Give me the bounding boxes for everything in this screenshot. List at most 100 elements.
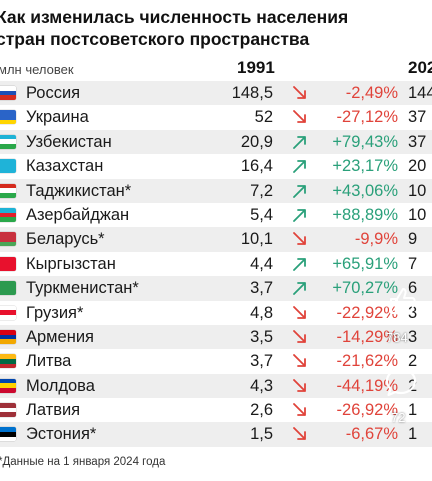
trend-down-arrow-icon [292,427,308,441]
country-flag-icon [0,305,16,320]
change-percent: -27,12% [336,108,398,127]
table-row: Казахстан 16,4 +23,17% 20 [0,154,432,178]
country-flag-icon [0,403,16,418]
value-2024: 9 [408,230,418,249]
comment-count: 72 [391,410,406,425]
table-row: Россия 148,5 -2,49% 144 [0,81,432,106]
share-button[interactable] [386,448,416,476]
country-flag-icon [0,159,16,174]
country-name: Таджикистан* [26,181,132,200]
speech-bubble-icon [385,367,417,397]
country-name: Молдова [26,376,95,395]
value-1991: 4,4 [250,254,273,273]
country-name: Узбекистан [26,132,112,151]
trend-down-arrow-icon [292,403,308,417]
table-row: Латвия 2,6 -26,92% 1 [0,398,432,422]
change-percent: +23,17% [332,157,398,176]
table-row: Туркменистан* 3,7 +70,27% 6 [0,276,432,301]
value-2024: 6 [408,279,418,298]
country-flag-icon [0,256,16,271]
column-header-1991: 1991 [237,58,275,77]
value-2024: 37 [408,108,427,127]
country-name: Армения [26,327,94,346]
change-percent: -26,92% [336,401,398,420]
country-flag-icon [0,329,16,344]
value-1991: 3,5 [250,327,273,346]
country-name: Беларусь* [26,230,105,249]
country-flag-icon [0,110,16,125]
trend-down-arrow-icon [292,354,308,368]
unit-label: млн человек [0,62,74,77]
country-flag-icon [0,354,16,369]
change-percent: -9,9% [354,230,398,249]
value-2024: 1 [408,401,418,420]
comment-button[interactable] [384,366,418,398]
change-percent: +43,06% [332,181,398,200]
table-row: Таджикистан* 7,2 +43,06% 10 [0,178,432,203]
column-header-2024: 2024 [408,58,432,77]
change-percent: -21,62% [336,352,398,371]
change-percent: +65,91% [332,254,398,273]
country-name: Туркменистан* [26,279,139,298]
country-name: Россия [26,84,81,102]
country-name: Кыргызстан [26,254,116,273]
country-flag-icon [0,281,16,296]
value-2024: 2 [408,352,418,371]
change-percent: -14,29% [336,327,398,346]
value-1991: 2,6 [250,401,273,420]
trend-up-arrow-icon [292,184,308,198]
table-row: Беларусь* 10,1 -9,9% 9 [0,227,432,252]
trend-down-arrow-icon [292,378,308,393]
change-percent: +88,89% [332,205,398,224]
country-flag-icon [0,134,16,149]
trend-down-arrow-icon [292,305,308,320]
value-1991: 20,9 [240,132,273,151]
like-count: 784 [386,330,408,345]
country-flag-icon [0,232,16,247]
change-percent: -2,49% [345,84,398,102]
trend-up-arrow-icon [292,135,308,149]
value-1991: 4,8 [250,303,273,322]
country-name: Азербайджан [26,205,130,224]
country-flag-icon [0,86,16,100]
value-2024: 144 [408,84,432,102]
change-percent: -22,92% [336,303,398,322]
value-2024: 3 [408,327,418,346]
change-percent: +70,27% [332,279,398,298]
change-percent: -6,67% [345,425,398,444]
value-2024: 7 [408,254,418,273]
value-2024: 2 [408,376,418,395]
trend-up-arrow-icon [292,257,308,271]
country-flag-icon [0,427,16,442]
value-2024: 20 [408,157,427,176]
country-name: Литва [26,352,72,371]
share-arrow-icon [387,450,415,474]
trend-down-arrow-icon [292,330,308,344]
thumbs-up-icon [390,288,416,315]
table-row: Армения 3,5 -14,29% 3 [0,324,432,350]
value-1991: 5,4 [250,205,273,224]
table-row: Эстония* 1,5 -6,67% 1 [0,422,432,447]
value-1991: 3,7 [250,352,273,371]
chart-title: Как изменилась численность населения стр… [0,6,432,50]
trend-up-arrow-icon [292,281,308,296]
value-1991: 148,5 [231,84,273,102]
table-row: Узбекистан 20,9 +79,43% 37 [0,129,432,155]
country-flag-icon [0,183,16,198]
value-1991: 7,2 [250,181,273,200]
value-2024: 37 [408,132,427,151]
like-button[interactable] [386,286,418,316]
country-flag-icon [0,378,16,393]
country-name: Латвия [26,401,81,420]
country-name: Казахстан [26,157,104,176]
value-2024: 10 [408,205,427,224]
value-2024: 3 [408,303,418,322]
title-line-2: стран постсоветского пространства [0,29,310,49]
trend-up-arrow-icon [292,208,308,222]
table-row: Грузия* 4,8 -22,92% 3 [0,301,432,325]
value-2024: 10 [408,181,427,200]
table-row: Молдова 4,3 -44,19% 2 [0,373,432,399]
country-name: Эстония* [26,425,97,444]
trend-down-arrow-icon [292,110,308,124]
country-name: Грузия* [26,303,84,322]
